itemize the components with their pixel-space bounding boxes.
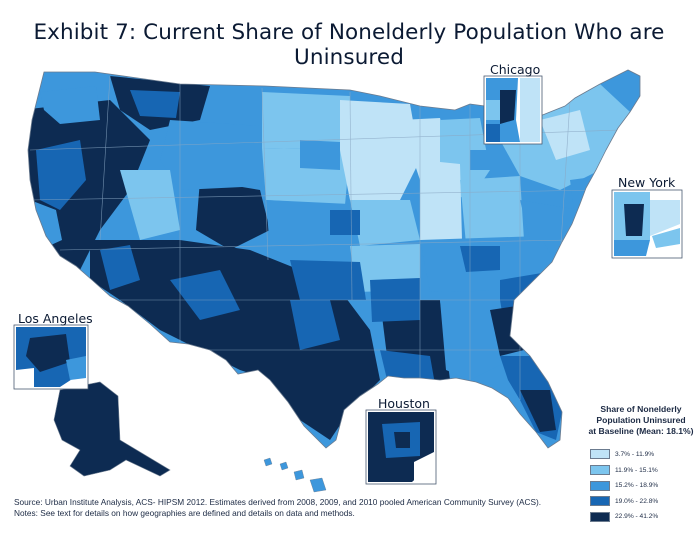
legend-title-line3: at Baseline (Mean: 18.1%) <box>588 426 694 437</box>
legend-label: 15.2% - 18.9% <box>615 482 659 490</box>
los-angeles-inset <box>13 324 89 390</box>
chicago-inset <box>483 75 543 145</box>
legend-item: 19.0% - 22.8% <box>588 493 694 509</box>
legend-label: 11.9% - 15.1% <box>615 466 658 474</box>
legend-swatch <box>590 511 610 522</box>
legend-label: 3.7% - 11.9% <box>615 450 655 458</box>
legend-title-line2: Population Uninsured <box>596 415 686 426</box>
new-york-inset <box>611 189 683 259</box>
legend-swatch <box>590 465 610 475</box>
legend-items: 3.7% - 11.9% 11.9% - 15.1% 15.2% - 18.9% 19… <box>588 447 694 525</box>
legend-swatch <box>590 480 610 491</box>
legend-swatch <box>590 496 610 507</box>
us-outline <box>27 69 641 449</box>
hawaii <box>263 457 327 493</box>
legend-title-line1: Share of Nonelderly <box>600 404 682 414</box>
methods-note: Notes: See text for details on how geogr… <box>14 508 355 519</box>
source-note: Source: Urban Institute Analysis, ACS- H… <box>14 497 542 507</box>
houston-label: Houston <box>378 396 430 411</box>
legend-swatch <box>590 449 610 460</box>
notes: Source: Urban Institute Analysis, ACS- H… <box>14 497 541 519</box>
houston-inset <box>365 409 437 485</box>
map-title: Exhibit 7: Current Share of Nonelderly P… <box>33 20 665 70</box>
legend-item: 11.9% - 15.1% <box>588 462 694 478</box>
legend-title: Share of Nonelderly Population Uninsured… <box>588 404 694 438</box>
legend-label: 22.9% - 41.2% <box>615 513 659 521</box>
legend-label: 19.0% - 22.8% <box>615 497 659 505</box>
alaska <box>53 381 171 477</box>
los-angeles-label: Los Angeles <box>18 311 93 326</box>
legend-item: 3.7% - 11.9% <box>588 447 694 463</box>
legend-item: 15.2% - 18.9% <box>588 478 694 494</box>
chicago-label: Chicago <box>490 62 541 77</box>
new-york-label: New York <box>618 175 676 190</box>
legend-item: 22.9% - 41.2% <box>588 509 694 525</box>
legend: Share of Nonelderly Population Uninsured… <box>588 404 694 525</box>
